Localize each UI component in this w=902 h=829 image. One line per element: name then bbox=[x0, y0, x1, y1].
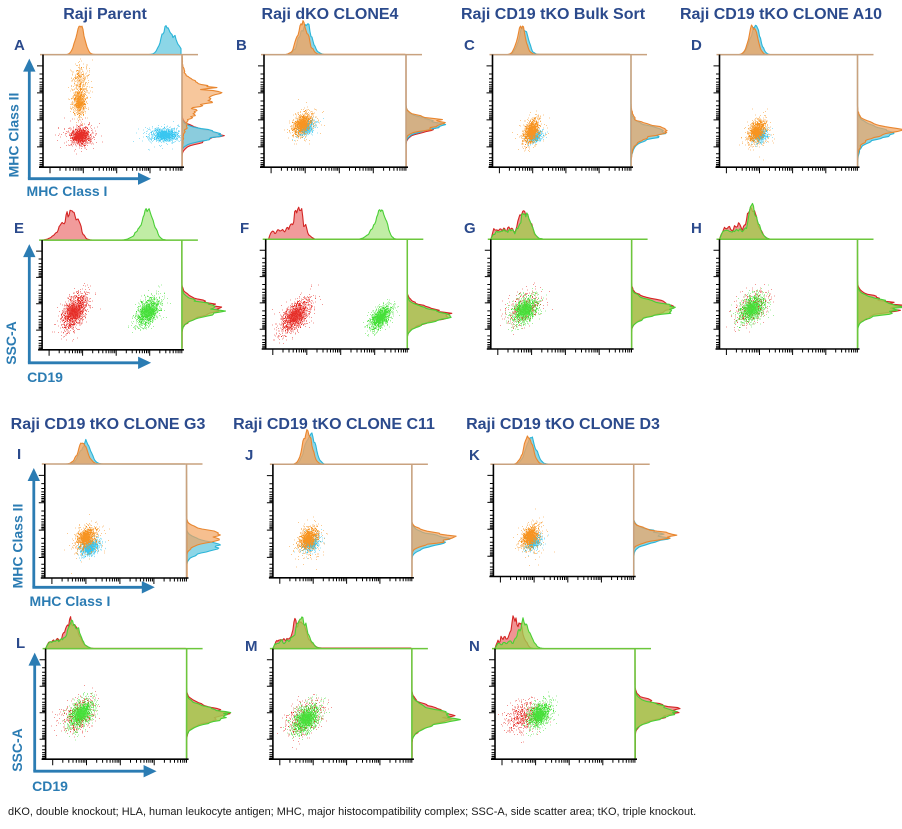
svg-text:N: N bbox=[469, 638, 480, 655]
svg-text:dKO, double knockout; HLA, hum: dKO, double knockout; HLA, human leukocy… bbox=[8, 806, 696, 818]
svg-text:SSC-A: SSC-A bbox=[9, 728, 25, 772]
svg-text:J: J bbox=[245, 447, 253, 464]
svg-text:CD19: CD19 bbox=[32, 778, 68, 794]
svg-text:I: I bbox=[17, 446, 21, 463]
svg-text:MHC Class I: MHC Class I bbox=[30, 593, 111, 609]
svg-text:MHC Class I: MHC Class I bbox=[27, 183, 108, 199]
svg-text:Raji CD19 tKO CLONE D3: Raji CD19 tKO CLONE D3 bbox=[466, 416, 660, 433]
svg-text:C: C bbox=[464, 37, 475, 54]
svg-text:K: K bbox=[469, 447, 480, 464]
svg-text:L: L bbox=[16, 635, 25, 652]
svg-text:E: E bbox=[14, 220, 24, 237]
svg-text:MHC Class II: MHC Class II bbox=[10, 504, 26, 589]
svg-text:SSC-A: SSC-A bbox=[3, 321, 19, 365]
svg-text:Raji CD19 tKO CLONE G3: Raji CD19 tKO CLONE G3 bbox=[11, 416, 206, 433]
svg-text:Raji dKO CLONE4: Raji dKO CLONE4 bbox=[262, 6, 399, 23]
svg-text:MHC Class II: MHC Class II bbox=[6, 93, 22, 178]
svg-text:Raji CD19 tKO Bulk Sort: Raji CD19 tKO Bulk Sort bbox=[461, 6, 646, 23]
svg-text:D: D bbox=[691, 37, 702, 54]
svg-text:Raji Parent: Raji Parent bbox=[63, 6, 147, 23]
svg-text:A: A bbox=[14, 37, 25, 54]
svg-text:CD19: CD19 bbox=[27, 369, 63, 385]
svg-text:M: M bbox=[245, 638, 258, 655]
svg-text:Raji CD19 tKO CLONE C11: Raji CD19 tKO CLONE C11 bbox=[233, 416, 435, 433]
svg-text:B: B bbox=[236, 37, 247, 54]
svg-text:H: H bbox=[691, 220, 702, 237]
svg-text:F: F bbox=[240, 220, 249, 237]
svg-text:Raji CD19 tKO CLONE A10: Raji CD19 tKO CLONE A10 bbox=[680, 6, 882, 23]
svg-text:G: G bbox=[464, 220, 476, 237]
